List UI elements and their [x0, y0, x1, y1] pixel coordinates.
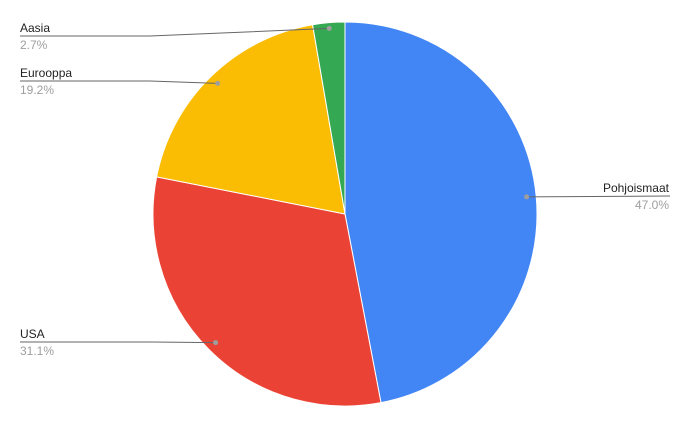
- leader-line: [526, 195, 671, 198]
- leader-line: [20, 341, 216, 344]
- slice-label: Pohjoismaat: [603, 181, 670, 195]
- slice-label: Aasia: [20, 21, 50, 35]
- slice-value-label: 47.0%: [635, 198, 669, 212]
- slice-label: USA: [20, 327, 45, 341]
- pie-slice-usa[interactable]: [152, 176, 382, 407]
- slice-value-label: 31.1%: [20, 344, 54, 358]
- slice-value-label: 2.7%: [20, 38, 48, 52]
- slice-value-label: 19.2%: [20, 83, 54, 97]
- pie-slice-aasia[interactable]: [312, 21, 346, 215]
- leader-dot: [524, 194, 530, 200]
- leader-dot: [213, 340, 219, 346]
- leader-dot: [326, 25, 332, 31]
- leader-line: [20, 27, 330, 37]
- leader-line: [20, 80, 218, 84]
- pie-slice-pohjoismaat[interactable]: [344, 21, 538, 404]
- leader-dot: [215, 80, 221, 86]
- slice-label: Eurooppa: [20, 66, 72, 80]
